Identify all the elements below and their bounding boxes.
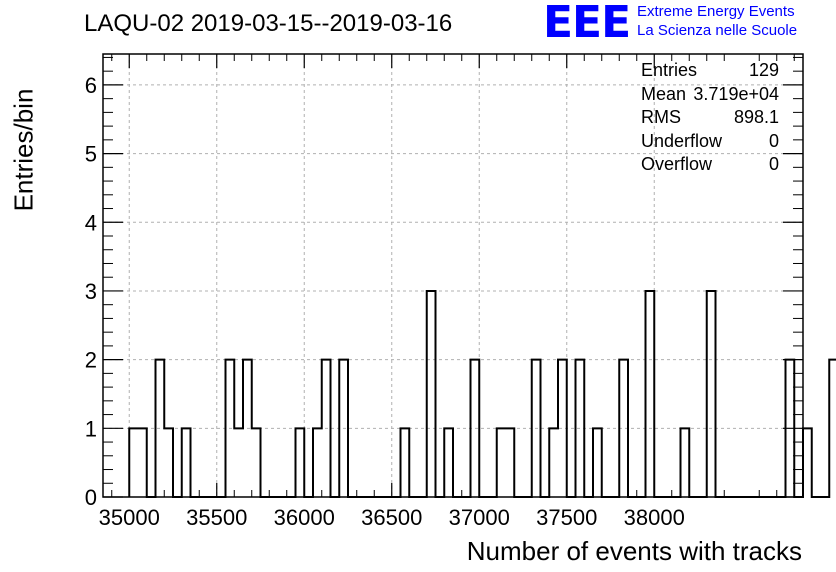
eee-logo: EEE xyxy=(543,0,631,48)
logo-line-2: La Scienza nelle Scuole xyxy=(637,22,798,39)
logo-line-1: Extreme Energy Events xyxy=(637,3,795,20)
stats-row-underflow: Underflow 0 xyxy=(641,130,779,154)
stats-value: 3.719e+04 xyxy=(693,83,779,104)
y-axis-ticks: 0 1 2 3 4 5 6 xyxy=(85,56,803,510)
stats-value: 0 xyxy=(768,130,779,151)
x-tick-label: 36000 xyxy=(274,505,335,530)
stats-value: 0 xyxy=(768,154,779,174)
stats-label: Underflow xyxy=(641,130,723,151)
stats-value: 129 xyxy=(748,60,779,80)
plot-frame xyxy=(102,53,804,498)
stats-label: Mean xyxy=(641,83,687,104)
x-axis-ticks: 35000 35500 36000 36500 37000 37500 38000 xyxy=(99,54,795,530)
stats-label: Overflow xyxy=(641,154,713,174)
grid-lines xyxy=(103,54,803,497)
x-tick-label: 35000 xyxy=(99,505,160,530)
stats-row-entries: Entries 129 xyxy=(641,59,779,83)
x-tick-label: 35500 xyxy=(186,505,247,530)
chart-title: LAQU-02 2019-03-15--2019-03-16 xyxy=(84,10,453,37)
stats-label: Entries xyxy=(641,60,698,80)
y-tick-label: 4 xyxy=(85,210,97,235)
x-tick-label: 36500 xyxy=(361,505,422,530)
x-axis-label: Number of events with tracks xyxy=(466,536,802,566)
stats-row-mean: Mean 3.719e+04 xyxy=(641,83,779,107)
stats-label: RMS xyxy=(641,107,681,127)
x-tick-label: 37000 xyxy=(449,505,510,530)
y-tick-label: 2 xyxy=(85,348,97,373)
x-tick-label: 38000 xyxy=(624,505,685,530)
stats-box: Entries 129 Mean 3.719e+04 RMS 898.1 Und… xyxy=(641,59,779,177)
y-tick-label: 0 xyxy=(85,485,97,510)
y-tick-label: 6 xyxy=(85,73,97,98)
stats-row-rms: RMS 898.1 xyxy=(641,106,779,130)
y-tick-label: 3 xyxy=(85,279,97,304)
y-tick-label: 5 xyxy=(85,142,97,167)
eee-logo-text: Extreme Energy Events La Scienza nelle S… xyxy=(637,2,797,40)
stats-value: 898.1 xyxy=(733,107,779,127)
stats-row-overflow: Overflow 0 xyxy=(641,153,779,177)
x-tick-label: 37500 xyxy=(536,505,597,530)
y-tick-label: 1 xyxy=(85,416,97,441)
